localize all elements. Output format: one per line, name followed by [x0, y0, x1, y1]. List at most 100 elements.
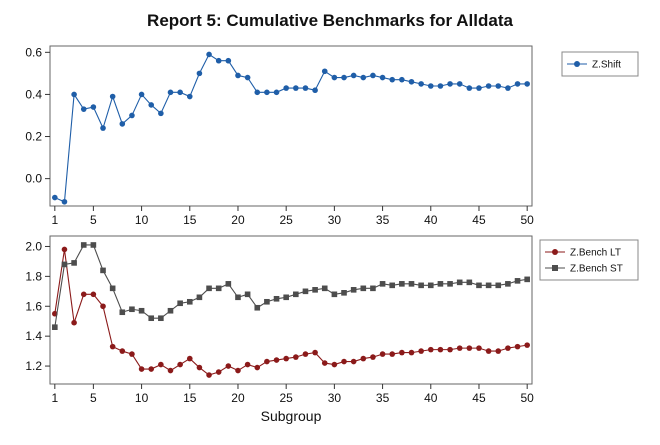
data-point	[505, 345, 511, 351]
data-point	[109, 285, 116, 292]
data-point	[524, 342, 530, 348]
legend-label: Z.Bench ST	[570, 264, 623, 275]
data-point	[514, 81, 521, 87]
data-point	[293, 354, 299, 360]
data-point	[399, 349, 405, 356]
data-point	[341, 74, 347, 81]
data-point	[80, 291, 87, 298]
data-point	[360, 355, 367, 362]
y-tick-label: 0.2	[25, 130, 42, 144]
data-point	[264, 298, 270, 305]
data-point	[370, 72, 376, 79]
legend-marker	[574, 61, 580, 67]
data-point	[427, 346, 434, 353]
data-point	[244, 74, 251, 81]
data-point	[476, 85, 482, 91]
data-point	[418, 81, 424, 87]
data-point	[244, 361, 251, 368]
data-point	[466, 345, 473, 351]
data-point	[90, 242, 97, 248]
data-point	[206, 51, 212, 58]
data-point	[129, 351, 135, 357]
plot-frame	[49, 235, 533, 385]
data-point	[158, 361, 164, 368]
x-tick-label: 10	[135, 213, 149, 227]
data-point	[495, 83, 502, 89]
data-point	[466, 279, 473, 286]
data-point	[215, 369, 222, 375]
data-point	[235, 294, 241, 301]
data-point	[293, 291, 299, 298]
data-point	[71, 260, 77, 266]
chart-title: Report 5: Cumulative Benchmarks for Alld…	[147, 11, 513, 30]
data-point	[80, 242, 87, 248]
data-point	[514, 278, 521, 284]
data-point	[505, 281, 511, 287]
data-point	[331, 74, 338, 81]
data-point	[138, 307, 145, 314]
data-point	[514, 343, 521, 350]
data-point	[167, 367, 174, 374]
data-point	[321, 68, 328, 75]
data-point	[321, 285, 328, 292]
x-tick-label: 25	[280, 213, 294, 227]
x-tick-label: 45	[472, 391, 486, 405]
x-tick-label: 10	[135, 391, 149, 405]
y-tick-label: 1.4	[25, 329, 42, 343]
data-point	[71, 91, 77, 98]
data-point	[206, 285, 212, 292]
data-point	[447, 346, 453, 353]
data-point	[235, 72, 241, 79]
data-point	[206, 372, 212, 378]
data-point	[109, 343, 116, 350]
x-tick-label: 1	[51, 391, 58, 405]
data-point	[485, 348, 492, 354]
legend-marker	[552, 249, 558, 255]
legend-label: Z.Shift	[592, 60, 621, 71]
data-point	[408, 281, 415, 287]
data-point	[254, 89, 261, 96]
data-point	[427, 83, 434, 89]
data-point	[379, 351, 386, 357]
data-point	[302, 85, 309, 91]
data-point	[331, 361, 338, 368]
y-tick-label: 0.4	[25, 87, 42, 101]
data-point	[129, 306, 135, 313]
data-point	[167, 307, 174, 314]
data-point	[466, 85, 473, 91]
data-point	[312, 287, 318, 293]
data-point	[495, 348, 502, 354]
x-tick-label: 35	[376, 213, 390, 227]
data-point	[100, 125, 106, 131]
data-point	[109, 93, 116, 100]
data-point	[437, 281, 444, 287]
data-point	[331, 291, 338, 298]
x-tick-label: 20	[231, 391, 245, 405]
data-point	[186, 93, 193, 100]
data-point	[350, 358, 357, 365]
x-tick-label: 30	[328, 391, 342, 405]
data-point	[341, 358, 347, 365]
data-point	[119, 348, 126, 354]
data-point	[302, 351, 309, 357]
data-point	[370, 354, 376, 360]
data-point	[283, 355, 289, 362]
data-point	[225, 281, 232, 287]
x-axis-title: Subgroup	[261, 408, 322, 424]
x-tick-label: 35	[376, 391, 390, 405]
data-point	[264, 89, 270, 96]
data-point	[71, 319, 77, 326]
data-point	[495, 282, 502, 289]
x-tick-label: 45	[472, 213, 486, 227]
x-tick-label: 15	[183, 391, 197, 405]
data-point	[321, 360, 328, 366]
data-point	[399, 281, 405, 287]
x-tick-label: 5	[90, 391, 97, 405]
data-point	[456, 345, 463, 351]
data-point	[80, 106, 87, 112]
data-point	[476, 282, 482, 289]
data-point	[196, 364, 203, 371]
data-point	[447, 281, 453, 287]
data-point	[100, 267, 106, 274]
